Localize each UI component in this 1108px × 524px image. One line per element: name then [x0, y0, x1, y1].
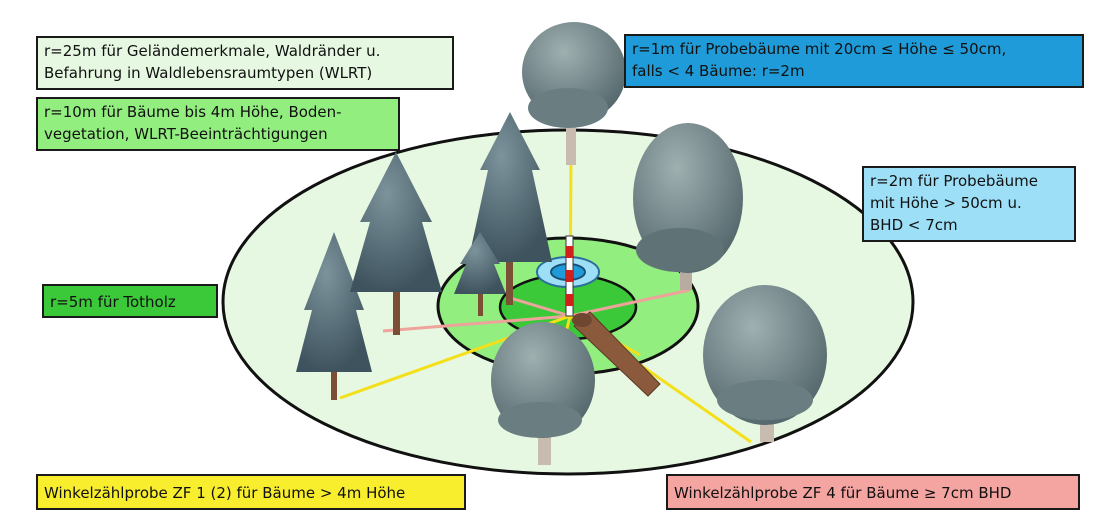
r10-label: r=10m für Bäume bis 4m Höhe, Boden- vege…	[36, 97, 400, 151]
r5-label: r=5m für Totholz	[42, 284, 218, 318]
r1-label: r=1m für Probebäume mit 20cm ≤ Höhe ≤ 50…	[624, 34, 1084, 88]
deciduous-tree-icon	[491, 322, 595, 465]
zf1-label: Winkelzählprobe ZF 1 (2) für Bäume > 4m …	[36, 474, 466, 510]
conifer-tree-icon	[350, 152, 442, 335]
deadwood-log-icon	[572, 311, 661, 397]
deciduous-tree-icon	[633, 123, 743, 290]
conifer-tree-icon	[468, 112, 552, 305]
deciduous-tree-icon	[703, 285, 827, 442]
r25-label: r=25m für Geländemerkmale, Waldränder u.…	[36, 36, 454, 90]
deciduous-tree-icon	[522, 22, 626, 165]
conifer-tree-icon	[296, 232, 372, 400]
survey-pole-icon	[565, 235, 574, 317]
r2-label: r=2m für Probebäume mit Höhe > 50cm u. B…	[862, 166, 1076, 242]
conifer-tree-icon	[454, 232, 506, 316]
zf4-label: Winkelzählprobe ZF 4 für Bäume ≥ 7cm BHD	[666, 474, 1080, 510]
